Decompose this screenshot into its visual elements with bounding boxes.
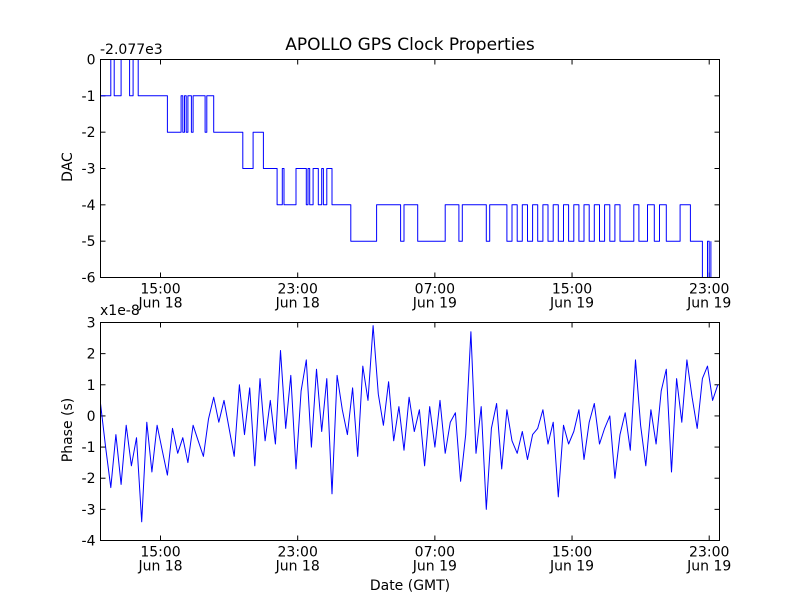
dac-xtick-time-label: 07:00 xyxy=(415,282,455,298)
dac-ytick-label: -1 xyxy=(82,89,96,105)
phase-plot-frame xyxy=(100,322,720,541)
dac-xtick-date-label: Jun 18 xyxy=(137,296,182,312)
phase-xtick-date-label: Jun 19 xyxy=(549,559,594,575)
phase-xtick-date-label: Jun 19 xyxy=(686,559,731,575)
dac-xtick-date-label: Jun 19 xyxy=(686,296,731,312)
phase-ytick-label: 2 xyxy=(87,347,96,363)
phase-offset-label: x1e-8 xyxy=(100,303,140,319)
phase-xtick-time-label: 15:00 xyxy=(140,545,180,561)
chart-title: APOLLO GPS Clock Properties xyxy=(285,35,535,55)
phase-xtick-date-label: Jun 19 xyxy=(412,559,457,575)
dac-ytick-label: 0 xyxy=(87,53,96,69)
dac-ytick-label: -4 xyxy=(82,198,96,214)
dac-ytick-label: -2 xyxy=(82,125,96,141)
dac-series-line xyxy=(100,59,712,278)
phase-axis-label: Phase (s) xyxy=(60,398,76,462)
phase-xtick-date-label: Jun 18 xyxy=(275,559,320,575)
dac-ytick-label: -3 xyxy=(82,162,96,178)
dac-offset-label: -2.077e3 xyxy=(100,42,163,58)
dac-y-ticks: 0 -1 -2 -3 -4 -5 -6 xyxy=(82,53,720,287)
phase-xtick-time-label: 15:00 xyxy=(552,545,592,561)
dac-xtick-date-label: Jun 19 xyxy=(549,296,594,312)
dac-xtick-date-label: Jun 18 xyxy=(275,296,320,312)
dac-xtick-time-label: 15:00 xyxy=(140,282,180,298)
phase-ytick-label: -4 xyxy=(82,534,96,550)
phase-xtick-time-label: 07:00 xyxy=(415,545,455,561)
phase-y-ticks: 3 2 1 0 -1 -2 -3 -4 xyxy=(82,316,720,550)
phase-ytick-label: 3 xyxy=(87,316,96,332)
dac-plot-frame xyxy=(100,59,720,278)
dac-ytick-label: -5 xyxy=(82,234,96,250)
phase-ytick-label: 1 xyxy=(87,378,96,394)
phase-ytick-label: -3 xyxy=(82,502,96,518)
x-axis-label: Date (GMT) xyxy=(370,578,450,594)
phase-series-line xyxy=(100,325,719,523)
phase-xtick-time-label: 23:00 xyxy=(689,545,729,561)
dac-xtick-date-label: Jun 19 xyxy=(412,296,457,312)
dac-xtick-time-label: 23:00 xyxy=(278,282,318,298)
phase-xtick-date-label: Jun 18 xyxy=(137,559,182,575)
dac-xtick-time-label: 23:00 xyxy=(689,282,729,298)
dac-ytick-label: -6 xyxy=(82,271,96,287)
phase-ytick-label: -2 xyxy=(82,471,96,487)
phase-ytick-label: -1 xyxy=(82,440,96,456)
phase-ytick-label: 0 xyxy=(87,409,96,425)
dac-xtick-time-label: 15:00 xyxy=(552,282,592,298)
dac-axis-label: DAC xyxy=(60,152,76,182)
phase-xtick-time-label: 23:00 xyxy=(278,545,318,561)
